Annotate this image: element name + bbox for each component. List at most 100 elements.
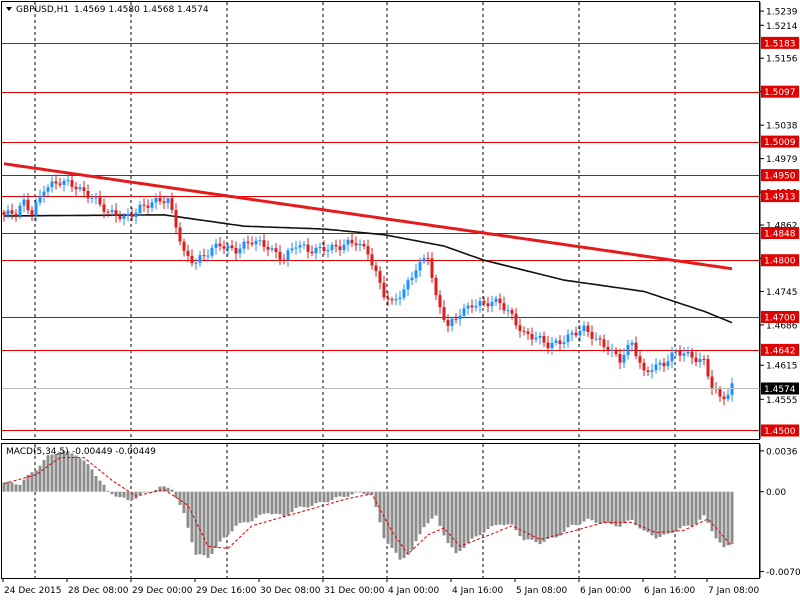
macd-bar bbox=[242, 491, 246, 523]
macd-bar bbox=[2, 482, 6, 492]
macd-bar bbox=[66, 451, 70, 492]
candle-body bbox=[78, 187, 82, 190]
macd-bar bbox=[178, 491, 182, 505]
candle-body bbox=[614, 349, 618, 355]
level-price-label: 1.4848 bbox=[764, 229, 796, 239]
candle-body bbox=[378, 271, 382, 283]
candle-body bbox=[86, 190, 90, 199]
price-pane-frame bbox=[1, 1, 760, 440]
candle-body bbox=[158, 197, 162, 202]
candle-body bbox=[706, 359, 710, 377]
macd-bar bbox=[374, 491, 378, 507]
macd-header: MACD(5,34,5) -0.00449 -0.00449 bbox=[6, 447, 156, 457]
candle-body bbox=[726, 394, 730, 400]
macd-tick-label: 0.0036 bbox=[766, 447, 798, 457]
macd-bar bbox=[14, 484, 18, 492]
macd-bar bbox=[286, 491, 290, 516]
dropdown-triangle-icon[interactable] bbox=[6, 7, 12, 11]
candle-body bbox=[730, 383, 734, 395]
candle-body bbox=[66, 180, 70, 182]
macd-bar bbox=[378, 491, 382, 523]
candle-body bbox=[634, 342, 638, 357]
chart-header: GBPUSD,H1 1.4569 1.4580 1.4568 1.4574 bbox=[6, 5, 209, 15]
candle-body bbox=[438, 295, 442, 308]
level-price-tag bbox=[761, 254, 799, 267]
candle-body bbox=[606, 347, 610, 351]
candle-body bbox=[458, 315, 462, 319]
macd-bar bbox=[490, 491, 494, 527]
candle-body bbox=[242, 241, 246, 249]
price-axis[interactable]: 1.5239 1.5214 1.5156 1.5097 1.5038 1.4979 1.49… bbox=[759, 2, 799, 439]
macd-bar bbox=[138, 491, 142, 496]
candle-body bbox=[450, 318, 454, 326]
macd-bar bbox=[278, 491, 282, 515]
macd-bar bbox=[90, 469, 94, 492]
candle-body bbox=[342, 244, 346, 250]
current-price-label: 1.4574 bbox=[764, 385, 796, 395]
candle-body bbox=[154, 197, 158, 203]
macd-bar bbox=[546, 491, 550, 539]
macd-bar bbox=[674, 491, 678, 532]
macd-bar bbox=[666, 491, 670, 534]
macd-bar bbox=[18, 484, 22, 492]
candle-body bbox=[134, 212, 138, 217]
macd-signal-line bbox=[3, 457, 733, 555]
macd-bar bbox=[566, 491, 570, 528]
macd-bar bbox=[234, 491, 238, 526]
candle-body bbox=[2, 211, 6, 215]
macd-bar bbox=[494, 491, 498, 526]
macd-bar bbox=[442, 491, 446, 536]
macd-bar bbox=[602, 491, 606, 524]
candle-body bbox=[350, 239, 354, 244]
macd-bar bbox=[6, 481, 10, 492]
macd-bar bbox=[530, 491, 534, 540]
candle-body bbox=[222, 246, 226, 249]
level-price-label: 1.4642 bbox=[764, 346, 796, 356]
candle-body bbox=[338, 246, 342, 250]
macd-bar bbox=[262, 491, 266, 514]
level-price-label: 1.4500 bbox=[764, 427, 796, 437]
candle-body bbox=[54, 181, 58, 184]
macd-bar bbox=[206, 491, 210, 558]
macd-bar bbox=[430, 491, 434, 519]
candle-body bbox=[518, 325, 522, 331]
candle-body bbox=[146, 205, 150, 208]
macd-tick-label: 0.00 bbox=[766, 488, 786, 498]
price-pane[interactable]: GBPUSD,H1 1.4569 1.4580 1.4568 1.4574 bbox=[1, 1, 761, 440]
candle-body bbox=[410, 277, 414, 281]
macd-bar bbox=[62, 450, 66, 492]
macd-bar bbox=[30, 472, 34, 492]
macd-bar bbox=[310, 491, 314, 506]
candle-body bbox=[214, 243, 218, 248]
candle-body bbox=[294, 247, 298, 249]
macd-bar bbox=[86, 464, 90, 492]
time-axis[interactable]: 24 Dec 2015 28 Dec 08:00 29 Dec 00:00 29 De… bbox=[2, 578, 760, 596]
macd-bar bbox=[654, 491, 658, 539]
candle-body bbox=[118, 216, 122, 220]
level-price-tag bbox=[761, 424, 799, 437]
macd-bar bbox=[554, 491, 558, 538]
macd-bar bbox=[346, 491, 350, 497]
candle-body bbox=[510, 310, 514, 314]
candle-body bbox=[206, 255, 210, 257]
candle-body bbox=[558, 340, 562, 345]
candle-body bbox=[678, 350, 682, 356]
macd-bar bbox=[10, 482, 14, 492]
time-tick-label: 5 Jan 08:00 bbox=[516, 586, 568, 596]
macd-pane[interactable]: MACD(5,34,5) -0.00449 -0.00449 bbox=[1, 443, 760, 579]
candle-body bbox=[358, 243, 362, 246]
candle-body bbox=[538, 336, 542, 338]
candle-body bbox=[318, 246, 322, 248]
macd-bar bbox=[522, 491, 526, 541]
candle-body bbox=[58, 183, 62, 185]
macd-bar bbox=[102, 484, 106, 492]
macd-histogram bbox=[2, 450, 734, 560]
macd-bar bbox=[70, 453, 74, 492]
moving-averages bbox=[3, 162, 733, 324]
macd-bar bbox=[266, 491, 270, 514]
macd-axis[interactable]: 0.0036 0.00 -0.00703 bbox=[759, 444, 800, 578]
price-tick-label: 1.4555 bbox=[766, 396, 798, 406]
candle-body bbox=[662, 362, 666, 367]
horizontal-levels[interactable] bbox=[2, 43, 760, 431]
